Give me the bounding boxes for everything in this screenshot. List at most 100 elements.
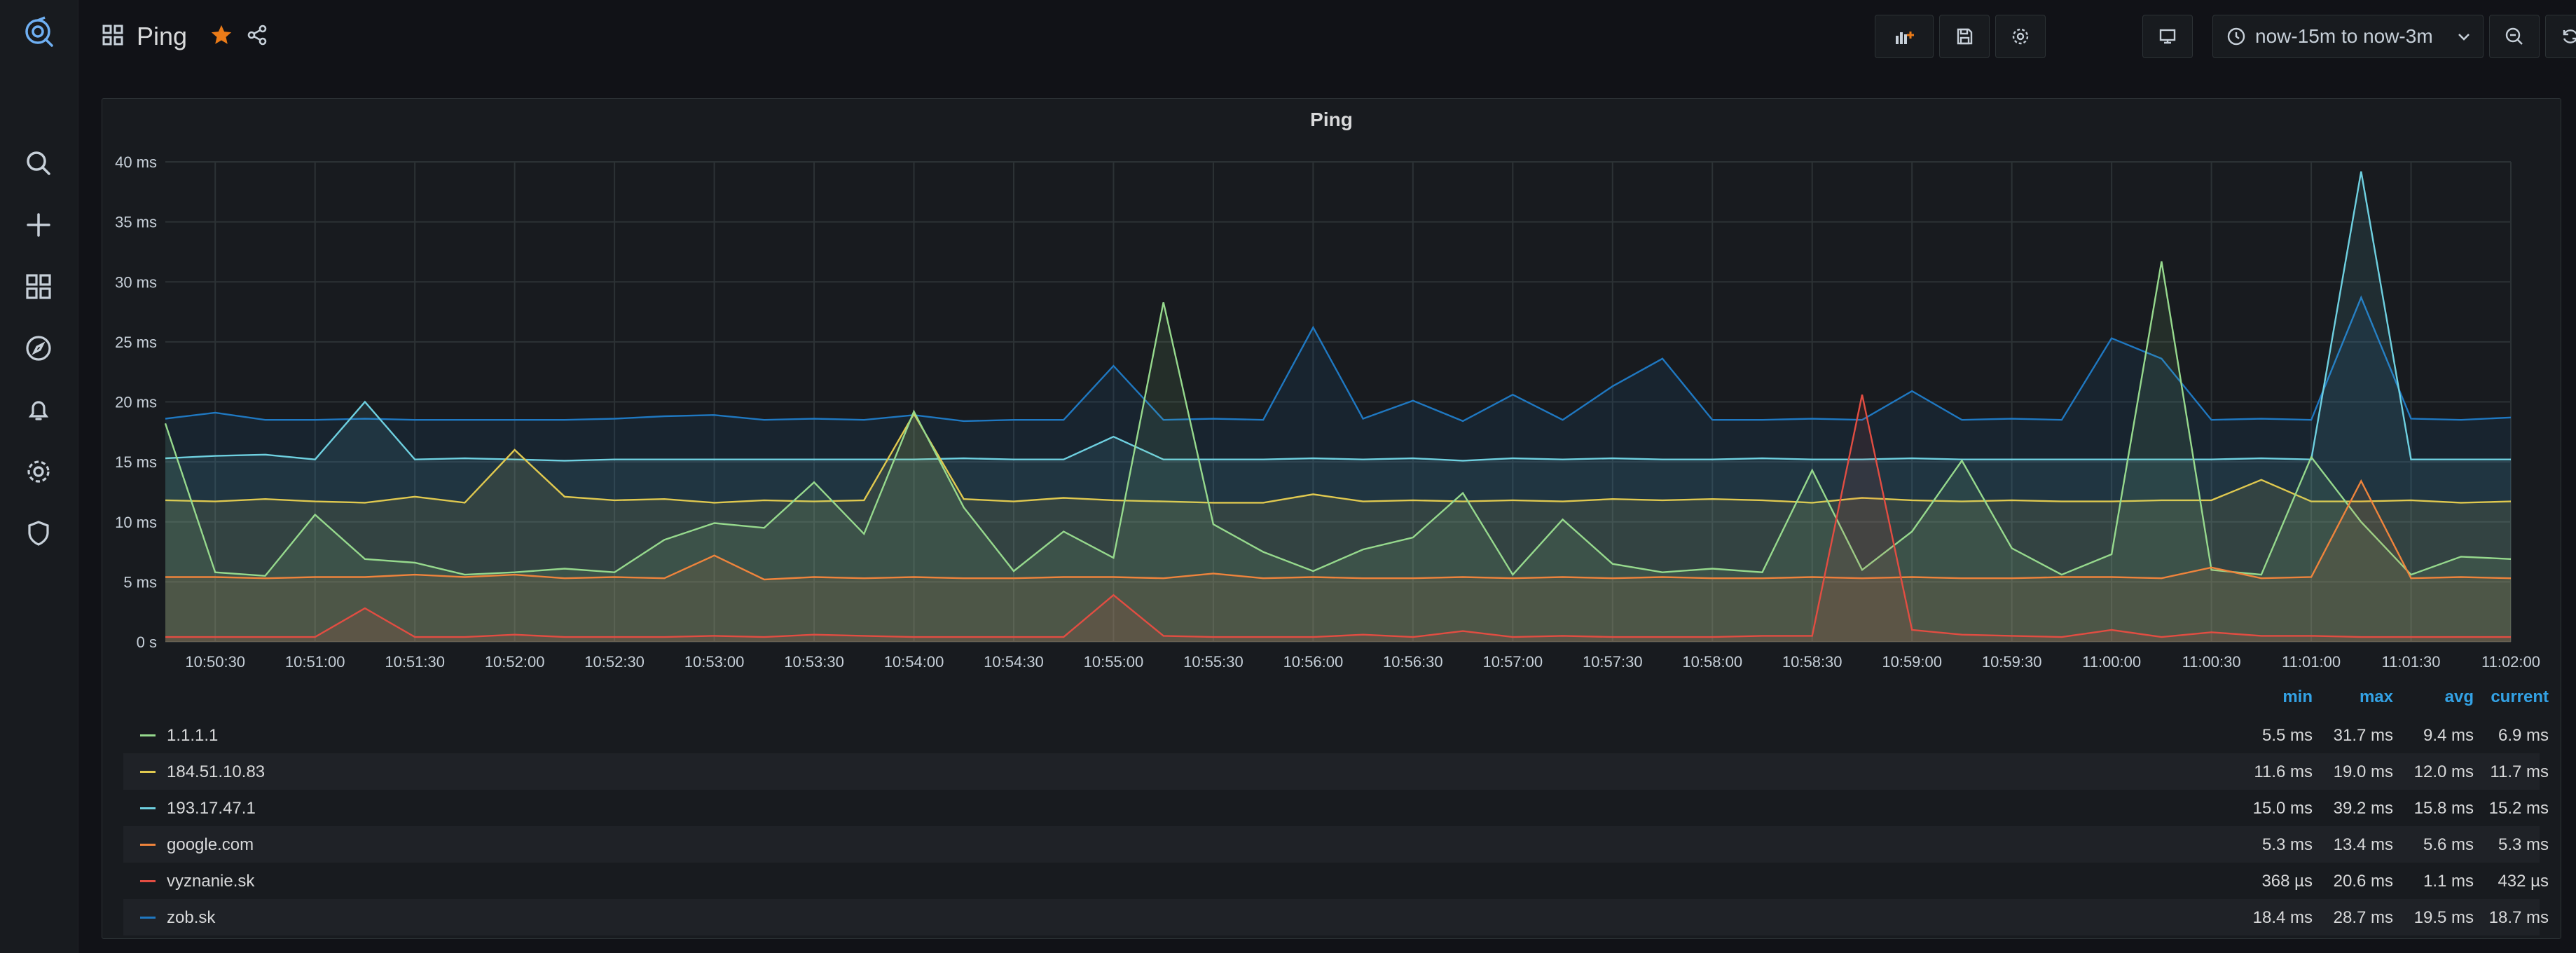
legend-header: min max avg current — [123, 680, 2549, 717]
series-min: 368 µs — [2261, 872, 2313, 891]
series-name[interactable]: google.com — [167, 835, 254, 854]
series-line-vyznanie.sk[interactable] — [165, 394, 2511, 638]
series-area-184.51.10.83 — [165, 413, 2511, 642]
x-tick-label: 10:58:00 — [1682, 653, 1742, 671]
clock-icon — [2227, 27, 2245, 46]
series-name[interactable]: vyznanie.sk — [167, 872, 255, 891]
series-area-193.17.47.1 — [165, 171, 2511, 642]
dashboards-icon[interactable] — [15, 263, 62, 310]
x-tick-label: 10:56:30 — [1383, 653, 1443, 671]
series-name[interactable]: 1.1.1.1 — [167, 726, 219, 745]
series-min: 18.4 ms — [2252, 908, 2313, 927]
series-color-swatch[interactable] — [140, 734, 156, 736]
x-tick-label: 10:59:00 — [1882, 653, 1942, 671]
series-current: 432 µs — [2498, 872, 2549, 891]
page-title[interactable]: Ping — [137, 22, 188, 50]
series-max: 13.4 ms — [2333, 835, 2393, 854]
series-color-swatch[interactable] — [140, 844, 156, 846]
series-name[interactable]: 193.17.47.1 — [167, 799, 256, 818]
series-max: 28.7 ms — [2333, 908, 2393, 927]
share-icon[interactable] — [246, 24, 268, 50]
x-tick-label: 10:57:30 — [1583, 653, 1643, 671]
series-color-swatch[interactable] — [140, 771, 156, 773]
dashboard-grid-icon — [102, 24, 124, 50]
series-color-swatch[interactable] — [140, 917, 156, 919]
shield-icon[interactable] — [15, 509, 62, 557]
chevron-down-icon — [2458, 34, 2470, 41]
time-range-picker[interactable]: now-15m to now-3m — [2212, 15, 2484, 58]
y-tick-label: 35 ms — [115, 214, 157, 231]
legend-header-min[interactable]: min — [2282, 687, 2313, 706]
plus-icon[interactable] — [15, 201, 62, 249]
dashboard-settings-button[interactable] — [1995, 15, 2046, 58]
top-bar: Ping now-15m to now-3m — [78, 0, 2576, 74]
time-range-label: now-15m to now-3m — [2255, 25, 2433, 47]
series-current: 15.2 ms — [2488, 799, 2549, 818]
add-panel-button[interactable] — [1875, 15, 1934, 58]
panel-title[interactable]: Ping — [1310, 109, 1353, 130]
series-color-swatch[interactable] — [140, 807, 156, 809]
x-tick-label: 10:53:30 — [784, 653, 844, 671]
grafana-logo-icon[interactable] — [15, 8, 62, 56]
series-color-swatch[interactable] — [140, 880, 156, 882]
x-tick-label: 10:55:00 — [1084, 653, 1144, 671]
x-tick-label: 10:55:30 — [1183, 653, 1244, 671]
series-current: 18.7 ms — [2488, 908, 2549, 927]
sidebar — [0, 0, 78, 953]
x-tick-label: 10:52:00 — [485, 653, 545, 671]
zoom-out-button[interactable] — [2489, 15, 2540, 58]
y-tick-label: 25 ms — [115, 334, 157, 351]
series-line-193.17.47.1[interactable] — [165, 171, 2511, 462]
x-tick-label: 10:51:30 — [385, 653, 445, 671]
legend-header-max[interactable]: max — [2359, 687, 2393, 706]
series-max: 19.0 ms — [2333, 762, 2393, 781]
ping-chart[interactable]: 0 s 5 ms 10 ms 15 ms 20 ms 25 ms 30 ms 35 ms 40 … — [102, 99, 2562, 673]
series-area-1.1.1.1 — [165, 261, 2511, 643]
series-avg: 12.0 ms — [2413, 762, 2474, 781]
series-avg: 15.8 ms — [2413, 799, 2474, 818]
series-line-1.1.1.1[interactable] — [164, 261, 2512, 577]
gear-icon[interactable] — [15, 448, 62, 495]
refresh-button[interactable] — [2545, 15, 2576, 58]
series-max: 20.6 ms — [2333, 872, 2393, 891]
star-icon[interactable] — [209, 23, 233, 50]
x-tick-label: 10:57:00 — [1482, 653, 1543, 671]
legend-row: vyznanie.sk 368 µs 20.6 ms 1.1 ms 432 µs — [123, 863, 2549, 899]
y-tick-label: 30 ms — [115, 273, 157, 291]
series-min: 11.6 ms — [2254, 762, 2313, 781]
series-current: 6.9 ms — [2498, 726, 2549, 745]
series-min: 5.3 ms — [2261, 835, 2313, 854]
x-tick-label: 11:00:30 — [2182, 653, 2241, 671]
bell-icon[interactable] — [15, 386, 62, 434]
x-tick-label: 10:51:00 — [285, 653, 345, 671]
series-min: 15.0 ms — [2252, 799, 2313, 818]
save-dashboard-button[interactable] — [1939, 15, 1990, 58]
series-line-zob.sk[interactable] — [165, 295, 2512, 423]
series-line-google.com[interactable] — [165, 479, 2512, 581]
tv-mode-button[interactable] — [2142, 15, 2193, 58]
x-tick-label: 11:00:00 — [2082, 653, 2141, 671]
series-avg: 5.6 ms — [2423, 835, 2474, 854]
x-tick-label: 10:54:30 — [984, 653, 1044, 671]
series-min: 5.5 ms — [2261, 726, 2313, 745]
series-name[interactable]: zob.sk — [167, 908, 216, 927]
y-tick-label: 10 ms — [115, 514, 157, 531]
legend-row: 184.51.10.83 11.6 ms 19.0 ms 12.0 ms 11.… — [123, 753, 2549, 790]
search-icon[interactable] — [15, 139, 62, 187]
x-tick-label: 10:54:00 — [884, 653, 944, 671]
x-tick-label: 11:01:00 — [2282, 653, 2341, 671]
legend: min max avg current 1.1.1.1 5.5 ms 31.7 … — [123, 680, 2549, 935]
series-area-zob.sk — [165, 297, 2511, 642]
legend-header-avg[interactable]: avg — [2444, 687, 2474, 706]
legend-header-current[interactable]: current — [2491, 687, 2549, 706]
series-name[interactable]: 184.51.10.83 — [167, 762, 266, 781]
x-tick-label: 11:02:00 — [2481, 653, 2540, 671]
legend-row: 193.17.47.1 15.0 ms 39.2 ms 15.8 ms 15.2… — [123, 790, 2549, 826]
x-tick-label: 10:52:30 — [584, 653, 645, 671]
y-tick-label: 15 ms — [115, 453, 157, 471]
x-tick-label: 10:56:00 — [1283, 653, 1344, 671]
compass-icon[interactable] — [15, 324, 62, 372]
series-area-google.com — [165, 481, 2511, 642]
breadcrumb: Ping — [102, 17, 268, 56]
x-tick-label: 11:01:30 — [2382, 653, 2441, 671]
